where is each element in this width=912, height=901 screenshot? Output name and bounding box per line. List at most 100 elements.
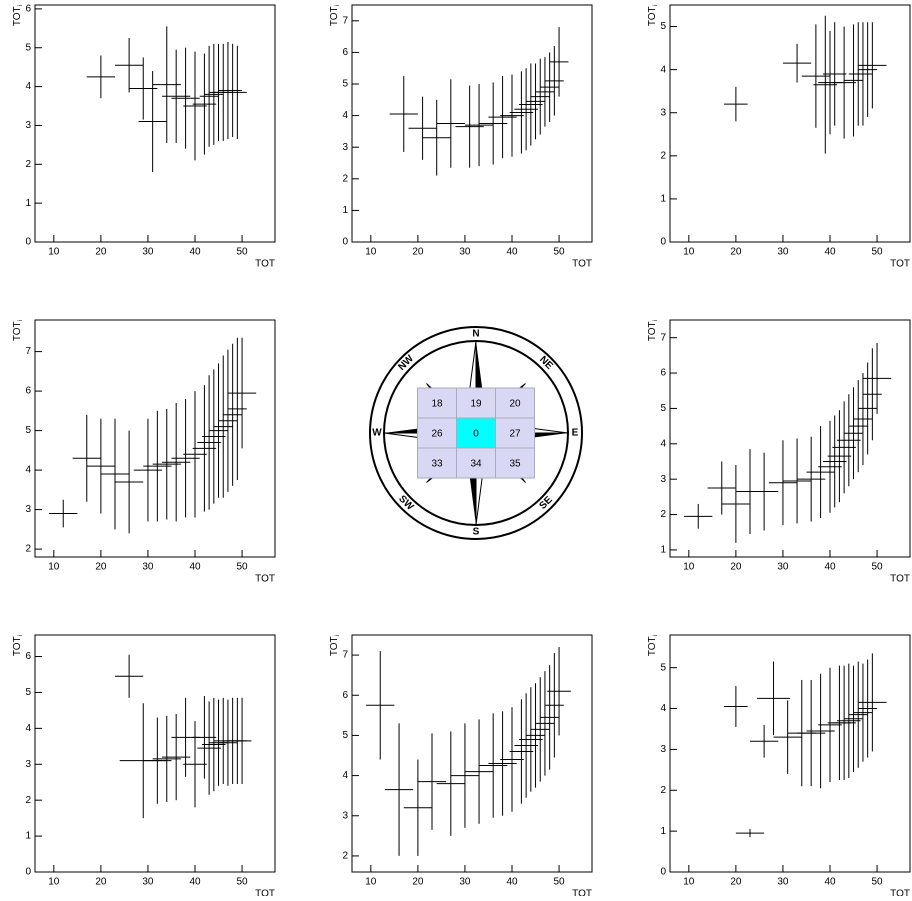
y-axis-label-sub: i [18,320,24,321]
y-tick-label: 5 [25,42,31,53]
x-tick-label: 40 [189,562,201,573]
compass-direction: N [472,329,479,340]
y-axis-label-sub: i [18,5,24,6]
x-axis-label: TOT [890,574,910,585]
y-tick-label: 5 [342,79,348,90]
y-tick-label: 6 [25,651,31,662]
y-axis-label: TOTi [329,5,341,26]
x-axis-label: TOT [255,574,275,585]
y-tick-label: 3 [25,504,31,515]
y-tick-label: 5 [25,425,31,436]
y-tick-label: 4 [342,110,348,121]
y-axis-label-main: TOT [329,636,340,656]
y-tick-label: 7 [660,332,666,343]
x-tick-label: 10 [683,562,695,573]
y-tick-label: 2 [660,785,666,796]
y-axis-label: TOTi [647,5,659,26]
y-tick-label: 7 [342,15,348,26]
y-axis-label-main: TOT [647,6,658,26]
y-axis-label-sub: i [653,5,659,6]
x-tick-label: 50 [236,877,248,888]
y-tick-label: 3 [25,120,31,131]
y-tick-label: 5 [660,662,666,673]
plot-frame [34,4,276,243]
x-axis-label: TOT [572,259,592,270]
x-tick-label: 10 [683,877,695,888]
plot-frame [351,634,593,873]
x-axis-label: TOT [255,259,275,270]
x-tick-label: 20 [412,877,424,888]
cell-label: 20 [509,399,521,410]
x-tick-label: 30 [459,877,471,888]
x-tick-label: 10 [683,247,695,258]
plot-frame [34,319,276,558]
y-axis-label-main: TOT [329,6,340,26]
y-tick-label: 5 [660,403,666,414]
y-axis-label-main: TOT [647,321,658,341]
y-tick-label: 3 [660,744,666,755]
y-tick-label: 2 [25,159,31,170]
y-tick-label: 4 [660,438,666,449]
y-tick-label: 5 [342,730,348,741]
y-tick-label: 3 [25,759,31,770]
compass-direction: S [473,527,480,538]
y-tick-label: 6 [25,4,31,15]
y-axis-label-group: TOTi [12,635,24,656]
y-tick-label: 6 [342,690,348,701]
y-tick-label: 1 [25,831,31,842]
x-tick-label: 20 [95,562,107,573]
x-tick-label: 30 [777,247,789,258]
y-axis-label: TOTi [329,635,341,656]
cell-label: 34 [470,459,482,470]
plot-frame [669,634,911,873]
x-tick-label: 10 [365,877,377,888]
grid-cell [456,447,496,479]
x-tick-label: 30 [142,562,154,573]
y-axis-label-group: TOTi [647,5,659,26]
y-tick-label: 3 [342,810,348,821]
x-tick-label: 20 [95,877,107,888]
y-axis-label-sub: i [18,635,24,636]
cell-label: 19 [470,399,482,410]
x-tick-label: 30 [777,562,789,573]
x-tick-label: 10 [48,562,60,573]
x-tick-label: 40 [824,877,836,888]
x-tick-label: 50 [553,247,565,258]
x-tick-label: 40 [189,877,201,888]
y-tick-label: 7 [342,650,348,661]
y-tick-label: 2 [342,851,348,862]
y-axis-label-main: TOT [12,321,23,341]
y-axis-label: TOTi [12,320,24,341]
x-tick-label: 50 [553,877,565,888]
x-axis-label: TOT [890,259,910,270]
y-axis-label: TOTi [12,635,24,656]
y-tick-label: 0 [25,237,31,248]
x-tick-label: 20 [730,562,742,573]
y-tick-label: 0 [660,867,666,878]
y-tick-label: 4 [25,723,31,734]
y-tick-label: 3 [660,474,666,485]
y-tick-label: 4 [660,64,666,75]
grid-cell [495,417,535,449]
y-tick-label: 4 [660,703,666,714]
y-tick-label: 1 [25,198,31,209]
cell-label: 18 [431,399,443,410]
plot-frame [351,4,593,243]
x-axis-label: TOT [572,889,592,896]
y-tick-label: 1 [660,545,666,556]
x-axis-label: TOT [255,889,275,896]
plot-frame [669,319,911,558]
y-axis-label-group: TOTi [329,635,341,656]
x-tick-label: 50 [236,562,248,573]
x-tick-label: 50 [871,247,883,258]
y-axis-label: TOTi [647,320,659,341]
compass-direction: E [572,428,579,439]
y-axis-label-main: TOT [12,636,23,656]
y-axis-label-sub: i [653,635,659,636]
x-tick-label: 30 [142,247,154,258]
y-tick-label: 3 [342,142,348,153]
plot-frame [34,634,276,873]
grid-cell [456,387,496,419]
x-tick-label: 40 [506,247,518,258]
